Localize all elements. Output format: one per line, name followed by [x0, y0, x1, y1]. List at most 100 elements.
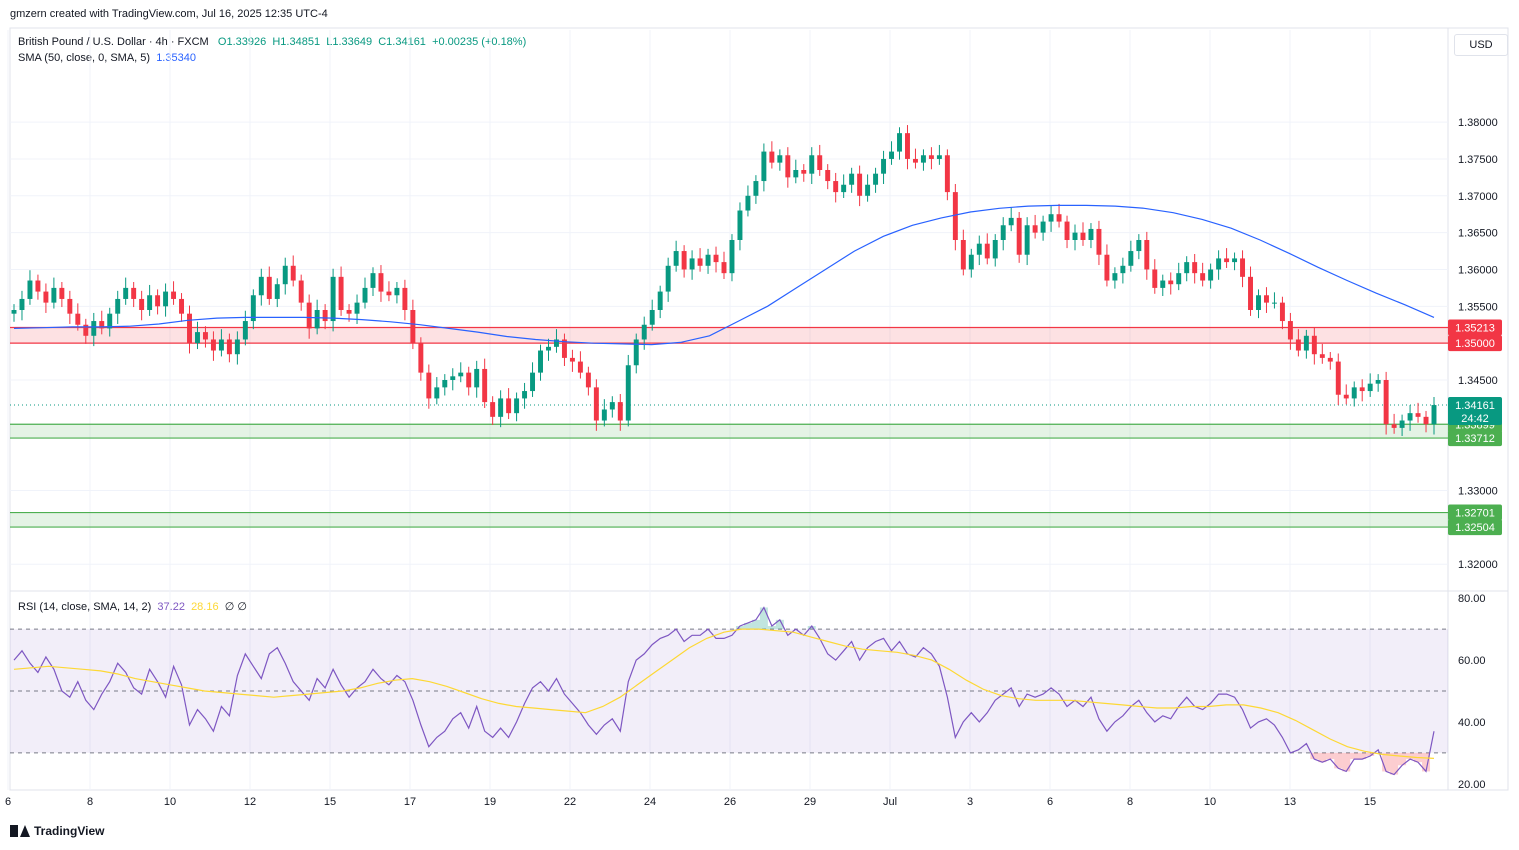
sma-legend: SMA (50, close, 0, SMA, 5) 1.35340	[18, 52, 196, 64]
candle-body	[490, 402, 496, 417]
candle-body	[370, 273, 376, 288]
candle-body	[362, 287, 368, 303]
candle-body	[1335, 361, 1341, 395]
candle-body	[1271, 302, 1277, 304]
candle-body	[147, 295, 153, 310]
candle-body	[482, 368, 488, 403]
candle-body	[187, 313, 192, 344]
candle-body	[825, 170, 831, 182]
candle-body	[442, 380, 448, 388]
candle-body	[51, 287, 57, 303]
candle-body	[434, 387, 440, 399]
candle-body	[577, 361, 583, 373]
currency-button[interactable]: USD	[1454, 34, 1508, 56]
candle-body	[1248, 276, 1253, 310]
resistance-top-label-text: 1.35213	[1455, 322, 1495, 334]
candle-body	[282, 265, 288, 285]
candle-body	[1216, 258, 1222, 270]
rsi-label: RSI (14, close, SMA, 14, 2)	[18, 601, 152, 613]
support-bottom-label: 1.33712	[1448, 430, 1502, 447]
resistance-bottom-label: 1.35000	[1448, 335, 1502, 352]
candle-body	[1088, 228, 1094, 240]
candle-body	[665, 265, 671, 292]
chart-caption: gmzern created with TradingView.com, Jul…	[10, 8, 328, 20]
rsi-sma-value: 28.16	[191, 601, 219, 613]
time-tick-label-7: 22	[564, 796, 576, 808]
candle-body	[761, 151, 767, 182]
candle-body	[314, 310, 320, 329]
candle-body	[426, 372, 432, 399]
rsi-tick-label-0: 80.00	[1458, 593, 1486, 605]
candle-body	[1399, 420, 1405, 428]
candle-body	[912, 158, 918, 163]
rsi-extra: ∅ ∅	[224, 601, 247, 613]
candle-body	[91, 321, 97, 336]
chart-frame	[9, 27, 1509, 791]
candle-body	[67, 298, 73, 314]
rsi-overbought-fill	[759, 607, 768, 630]
candle-body	[354, 302, 360, 314]
candle-body	[1032, 225, 1038, 233]
low-value: L1.33649	[326, 36, 373, 48]
candle-body	[202, 332, 208, 340]
rsi-overbought-fill	[767, 626, 776, 630]
candle-body	[1431, 405, 1437, 425]
candle-body	[1096, 228, 1102, 255]
candle-body	[745, 195, 751, 211]
symbol-legend: British Pound / U.S. Dollar · 4h · FXCM …	[18, 36, 526, 48]
candle-body	[1263, 295, 1269, 303]
time-tick-label-3: 12	[244, 796, 256, 808]
price-tick-label-4: 1.36000	[1458, 264, 1498, 276]
candle-body	[689, 258, 695, 270]
candle-body	[1383, 380, 1389, 425]
candle-body	[601, 409, 607, 421]
support2-bottom-label-text: 1.32504	[1455, 522, 1495, 534]
candle-body	[649, 310, 655, 325]
candle-body	[346, 310, 352, 314]
candle-body	[538, 350, 543, 373]
support2-bottom-label-bg	[1448, 519, 1502, 536]
candle-body	[234, 339, 240, 355]
tradingview-logo[interactable]: TradingView	[10, 824, 104, 838]
rsi-tick-label-1: 60.00	[1458, 655, 1486, 667]
support-bottom-label-bg	[1448, 430, 1502, 447]
candle-body	[625, 365, 631, 421]
candle-body	[171, 291, 177, 299]
candle-body	[889, 151, 895, 159]
candle-body	[793, 170, 799, 178]
candle-body	[1240, 258, 1246, 277]
support2-top-label-bg	[1448, 504, 1502, 521]
candle-body	[1120, 265, 1126, 274]
price-tick-label-2: 1.37000	[1458, 191, 1498, 203]
countdown-text: 24:42	[1461, 413, 1489, 425]
candle-body	[1016, 217, 1022, 255]
candle-body	[833, 181, 839, 193]
candle-body	[1152, 269, 1158, 288]
candle-body	[410, 310, 416, 344]
candle-body	[1295, 339, 1301, 351]
candle-body	[1224, 258, 1230, 263]
time-tick-label-11: Jul	[883, 796, 897, 808]
rsi-oversold-fill	[1398, 752, 1407, 766]
candle-body	[250, 295, 256, 322]
price-tick-label-1: 1.37500	[1458, 154, 1498, 166]
candle-body	[881, 158, 887, 174]
candle-body	[841, 184, 847, 193]
candle-body	[1208, 269, 1214, 281]
time-tick-label-1: 8	[87, 796, 93, 808]
candle-body	[857, 173, 863, 196]
rsi-sma-line	[13, 628, 1435, 759]
candle-body	[179, 298, 185, 314]
candle-body	[378, 273, 384, 292]
candle-body	[450, 376, 456, 380]
candle-body	[474, 368, 480, 388]
candle-body	[59, 287, 65, 299]
candle-body	[498, 398, 504, 417]
time-tick-label-12: 3	[967, 796, 973, 808]
candle-body	[809, 155, 815, 174]
time-tick-label-2: 10	[164, 796, 176, 808]
time-tick-label-9: 26	[724, 796, 736, 808]
change-value: +0.00235 (+0.18%)	[432, 36, 527, 48]
candle-body	[561, 339, 567, 358]
